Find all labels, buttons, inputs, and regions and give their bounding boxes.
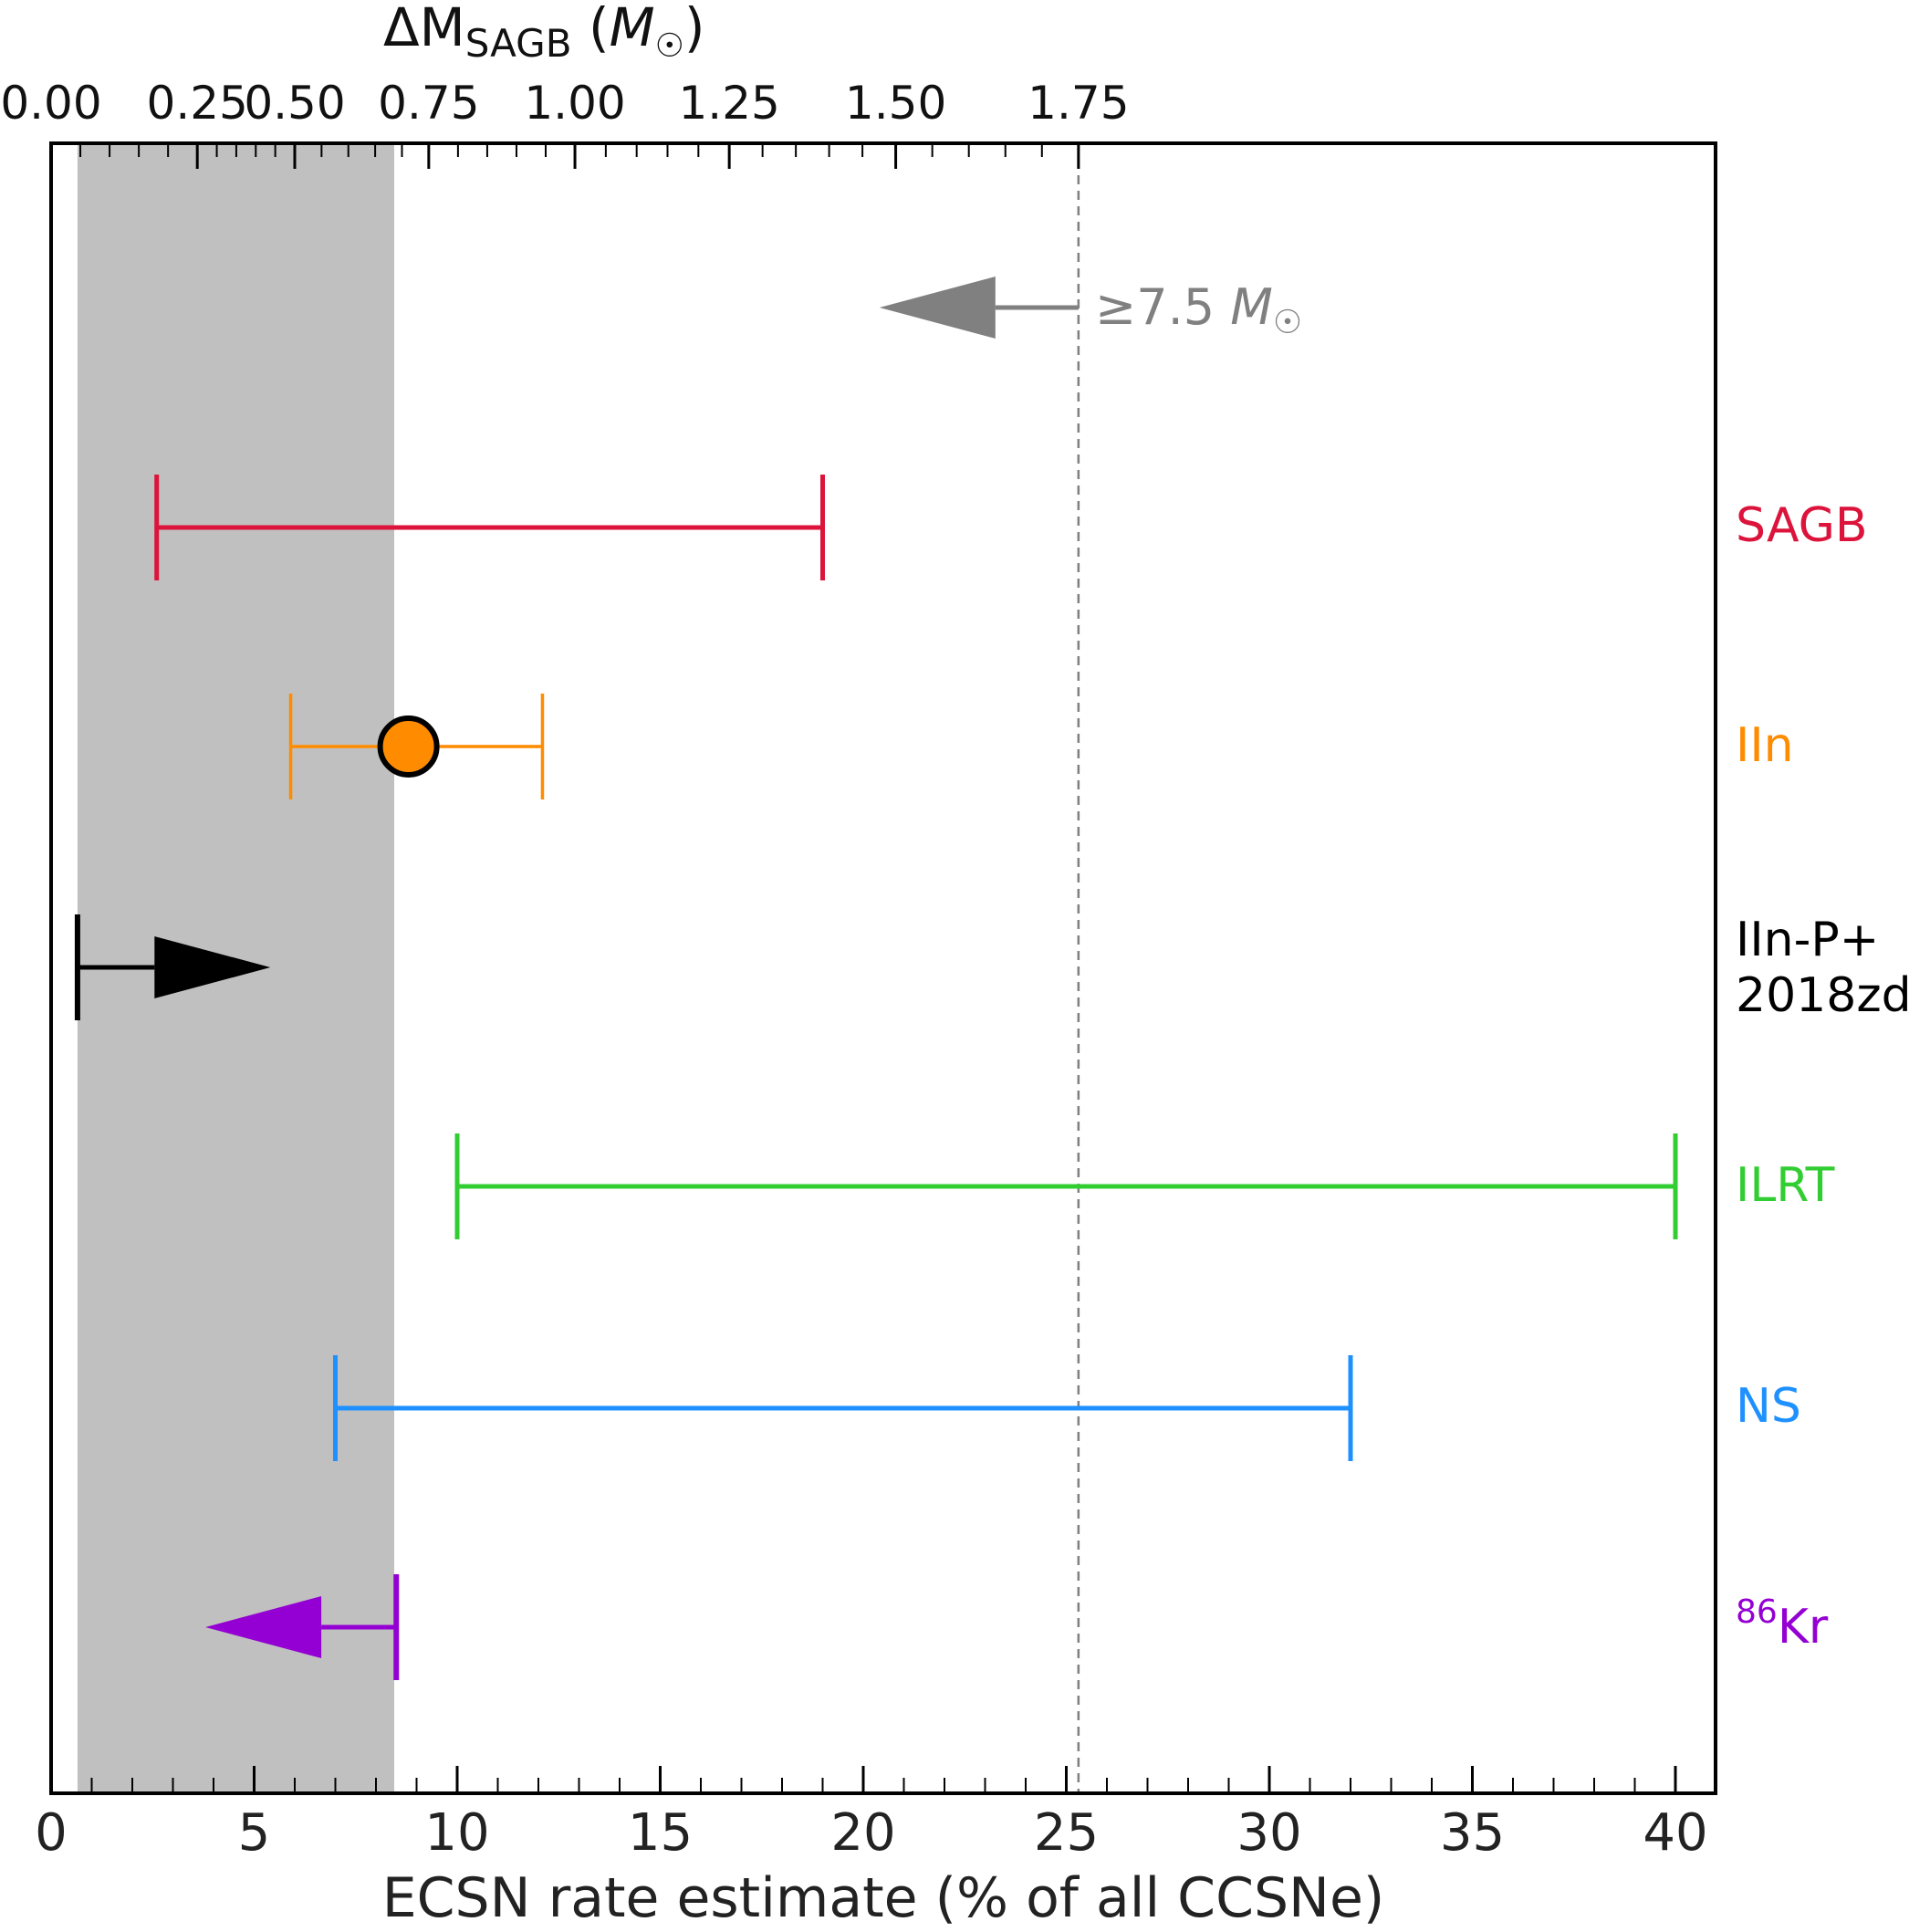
data-point-marker xyxy=(377,715,440,778)
arrow-left-icon xyxy=(879,277,996,339)
arrow-left-icon xyxy=(205,1596,322,1658)
x-tick-label: 25 xyxy=(1034,1803,1099,1863)
x-tick-label: 35 xyxy=(1440,1803,1505,1863)
series-iin-p-2018zd xyxy=(74,914,271,1020)
series-ilrt xyxy=(454,1133,1678,1239)
top-axis-ticks xyxy=(79,143,1080,169)
label-ilrt: ILRT xyxy=(1736,1158,1835,1213)
top-tick-label: 0.50 xyxy=(244,77,345,130)
top-tick-label: 1.00 xyxy=(524,77,625,130)
top-tick-label: 0.25 xyxy=(147,77,248,130)
top-tick-label: 1.25 xyxy=(678,77,779,130)
arrow-right-icon xyxy=(154,936,271,998)
series-ns xyxy=(333,1355,1353,1461)
top-axis-label: ΔMSAGB (M☉) xyxy=(383,0,705,66)
x-tick-label: 40 xyxy=(1643,1803,1707,1863)
label-iin: IIn xyxy=(1736,718,1794,773)
top-tick-label: 1.75 xyxy=(1028,77,1129,130)
series-iin xyxy=(288,694,545,799)
x-tick-label: 15 xyxy=(628,1803,693,1863)
label-86kr: 86Kr xyxy=(1736,1593,1829,1655)
label-iin-p-2018zd: IIn-P+ 2018zd xyxy=(1736,913,1912,1023)
bottom-axis-tick-labels: 0 5 10 15 20 25 30 35 40 xyxy=(35,1803,1707,1863)
x-tick-label: 20 xyxy=(830,1803,895,1863)
label-sagb: SAGB xyxy=(1736,498,1868,553)
top-axis-tick-labels: 0.00 0.250.50 0.75 1.00 1.25 1.50 1.75 xyxy=(0,77,1129,130)
x-axis-label: ECSN rate estimate (% of all CCSNe) xyxy=(382,1866,1385,1930)
bottom-axis-ticks xyxy=(90,1766,1677,1793)
x-tick-label: 10 xyxy=(424,1803,489,1863)
series-layer xyxy=(74,277,1678,1680)
top-tick-label: 0.00 xyxy=(0,77,101,130)
annotation-mass-limit: ≥7.5 M☉ xyxy=(1095,278,1302,341)
x-tick-label: 30 xyxy=(1236,1803,1301,1863)
top-tick-label: 1.50 xyxy=(845,77,946,130)
series-86kr xyxy=(205,1574,400,1680)
x-tick-label: 0 xyxy=(35,1803,68,1863)
label-ns: NS xyxy=(1736,1379,1801,1434)
plot-frame xyxy=(49,141,1717,1795)
series-sagb xyxy=(154,475,825,580)
x-tick-label: 5 xyxy=(238,1803,271,1863)
top-tick-label: 0.75 xyxy=(378,77,479,130)
annotation-arrow xyxy=(879,277,1079,339)
